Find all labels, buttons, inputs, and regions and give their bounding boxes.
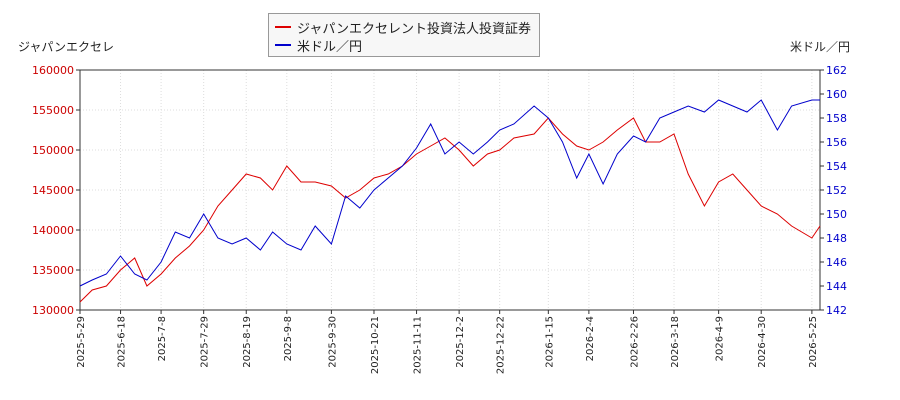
legend-swatch-reit: [275, 26, 291, 28]
x-tick-label: 2025-9-8: [283, 316, 294, 361]
left-tick-label: 130000: [32, 304, 74, 317]
right-tick-label: 152: [826, 184, 847, 197]
x-tick-label: 2025-12-22: [496, 316, 507, 374]
legend-label-reit: ジャパンエクセレント投資法人投資証券: [297, 21, 532, 37]
x-tick-label: 2025-7-29: [200, 316, 211, 368]
x-tick-label: 2026-2-4: [585, 316, 596, 361]
grid-lines: [79, 69, 820, 311]
x-tick-label: 2025-6-18: [117, 316, 128, 368]
x-tick-label: 2026-4-9: [715, 316, 726, 361]
left-tick-label: 155000: [32, 104, 74, 117]
x-tick-label: 2025-12-2: [455, 316, 466, 368]
right-tick-label: 154: [826, 160, 847, 173]
right-tick-label: 160: [826, 88, 847, 101]
right-tick-label: 148: [826, 232, 847, 245]
left-axis-title: ジャパンエクセレ: [18, 40, 115, 54]
x-tick-label: 2026-3-18: [670, 316, 681, 368]
series-line-reit: [79, 117, 821, 303]
right-tick-label: 156: [826, 136, 847, 149]
legend: ジャパンエクセレント投資法人投資証券 米ドル／円: [268, 13, 540, 57]
x-tick-label: 2026-5-25: [808, 316, 819, 368]
x-tick-label: 2025-11-11: [413, 316, 424, 374]
right-axis: 142 144 146 148 150 152 154 156 158 160 162: [820, 64, 847, 317]
right-tick-label: 162: [826, 64, 847, 77]
legend-swatch-usdjpy: [275, 44, 291, 46]
left-axis: 130000 135000 140000 145000 150000 155000 1600…: [32, 64, 80, 317]
x-tick-label: 2025-9-30: [327, 316, 338, 368]
left-tick-label: 150000: [32, 144, 74, 157]
x-tick-label: 2026-2-26: [629, 316, 640, 368]
right-tick-label: 150: [826, 208, 847, 221]
x-tick-label: 2026-4-30: [757, 316, 768, 368]
x-tick-label: 2025-7-8: [157, 316, 168, 361]
left-tick-label: 160000: [32, 64, 74, 77]
right-axis-title: 米ドル／円: [790, 40, 851, 54]
left-tick-label: 140000: [32, 224, 74, 237]
x-tick-label: 2025-8-19: [242, 316, 253, 368]
left-tick-label: 135000: [32, 264, 74, 277]
right-tick-label: 144: [826, 280, 847, 293]
legend-label-usdjpy: 米ドル／円: [297, 39, 363, 55]
right-tick-label: 146: [826, 256, 847, 269]
x-tick-label: 2026-1-15: [544, 316, 555, 368]
left-tick-label: 145000: [32, 184, 74, 197]
right-tick-label: 142: [826, 304, 847, 317]
legend-item-usdjpy: 米ドル／円: [275, 36, 363, 55]
x-tick-label: 2025-5-29: [76, 316, 87, 368]
x-tick-label: 2025-10-21: [370, 316, 381, 374]
right-tick-label: 158: [826, 112, 847, 125]
series-line-usdjpy: [79, 99, 820, 287]
legend-item-reit: ジャパンエクセレント投資法人投資証券: [275, 18, 532, 37]
x-axis: 2025-5-29 2025-6-18 2025-7-8 2025-7-29 2025-…: [76, 310, 819, 374]
